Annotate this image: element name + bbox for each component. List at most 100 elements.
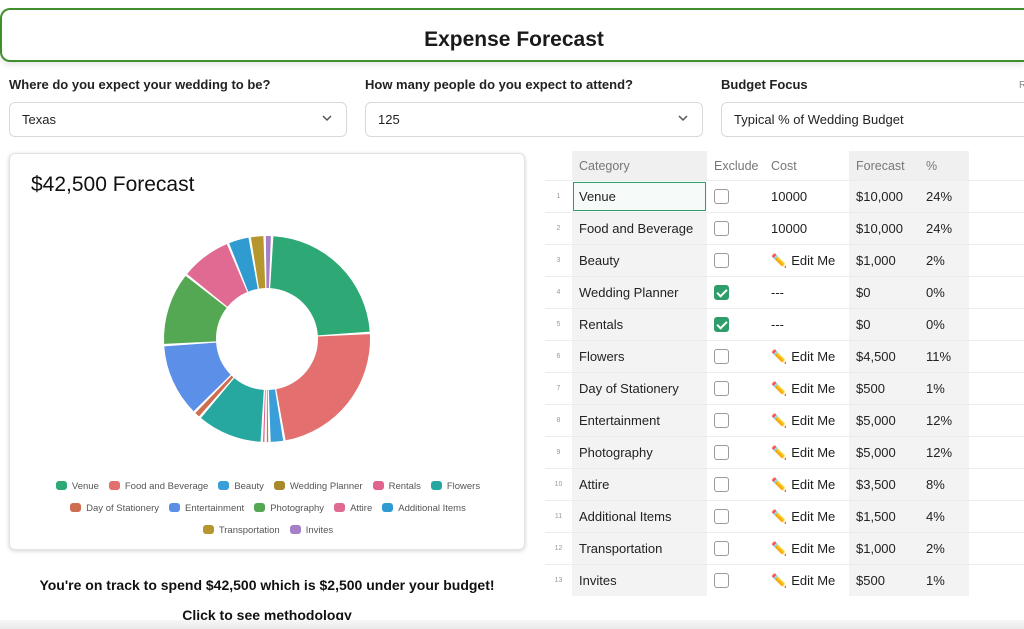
location-select[interactable]: Texas xyxy=(9,102,347,137)
exclude-checkbox[interactable] xyxy=(714,349,729,364)
cost-cell[interactable]: ✏️ Edit Me xyxy=(764,245,849,276)
cost-cell[interactable]: ✏️ Edit Me xyxy=(764,341,849,372)
legend-item[interactable]: Venue xyxy=(55,476,99,498)
exclude-cell xyxy=(707,405,764,436)
percent-cell: 11% xyxy=(919,341,969,372)
exclude-checkbox[interactable] xyxy=(714,285,729,300)
donut-slice-flowers[interactable] xyxy=(200,378,264,442)
category-cell[interactable]: Rentals xyxy=(572,309,707,340)
attendance-select[interactable]: 125 xyxy=(365,102,703,137)
pencil-icon: ✏️ xyxy=(771,380,788,396)
exclude-cell xyxy=(707,373,764,404)
cost-cell[interactable]: --- xyxy=(771,317,784,332)
legend-label: Entertainment xyxy=(185,503,245,514)
cost-cell[interactable]: ✏️ Edit Me xyxy=(764,405,849,436)
legend-item[interactable]: Entertainment xyxy=(169,498,244,520)
percent-cell: 0% xyxy=(919,277,969,308)
legend-item[interactable]: Food and Beverage xyxy=(108,476,208,498)
cost-cell[interactable]: ✏️ Edit Me xyxy=(764,565,849,596)
legend-item[interactable]: Transportation xyxy=(202,520,280,542)
category-cell[interactable]: Additional Items xyxy=(572,501,707,532)
exclude-checkbox[interactable] xyxy=(714,573,729,588)
exclude-cell xyxy=(707,245,764,276)
category-cell[interactable]: Flowers xyxy=(572,341,707,372)
category-cell[interactable]: Wedding Planner xyxy=(572,277,707,308)
legend-item[interactable]: Flowers xyxy=(430,476,480,498)
exclude-checkbox[interactable] xyxy=(714,413,729,428)
percent-cell: 1% xyxy=(919,373,969,404)
donut-slice-entertainment[interactable] xyxy=(164,342,231,412)
legend-label: Rentals xyxy=(388,481,421,492)
legend-item[interactable]: Invites xyxy=(289,520,334,542)
category-cell[interactable]: Photography xyxy=(572,437,707,468)
row-number: 9 xyxy=(556,449,561,456)
percent-cell: 8% xyxy=(919,469,969,500)
donut-slice-wedding-planner[interactable] xyxy=(266,389,269,442)
cost-cell[interactable]: --- xyxy=(771,285,784,300)
legend-label: Invites xyxy=(305,525,334,536)
row-number: 13 xyxy=(554,577,563,584)
exclude-checkbox[interactable] xyxy=(714,445,729,460)
donut-slice-additional-items[interactable] xyxy=(229,237,258,292)
cost-cell[interactable]: ✏️ Edit Me xyxy=(764,533,849,564)
percent-column-header[interactable]: % xyxy=(919,151,969,180)
donut-slice-day-of-stationery[interactable] xyxy=(195,375,234,417)
exclude-cell xyxy=(707,341,764,372)
category-cell[interactable]: Food and Beverage xyxy=(572,213,707,244)
forecast-cell: $500 xyxy=(849,373,919,404)
donut-slice-food-and-beverage[interactable] xyxy=(276,334,370,441)
location-question-label: Where do you expect your wedding to be? xyxy=(9,77,271,92)
cost-cell[interactable]: ✏️ Edit Me xyxy=(764,373,849,404)
cost-cell[interactable]: ✏️ Edit Me xyxy=(764,469,849,500)
category-cell[interactable]: Venue xyxy=(572,181,707,212)
exclude-checkbox[interactable] xyxy=(714,477,729,492)
exclude-checkbox[interactable] xyxy=(714,541,729,556)
exclude-checkbox[interactable] xyxy=(714,189,729,204)
donut-slice-venue[interactable] xyxy=(270,236,370,336)
donut-slice-transportation[interactable] xyxy=(250,236,266,289)
category-column-header[interactable]: Category xyxy=(572,151,707,180)
donut-slice-beauty[interactable] xyxy=(268,389,284,442)
cost-cell[interactable]: ✏️ Edit Me xyxy=(764,501,849,532)
legend-item[interactable]: Rentals xyxy=(372,476,421,498)
category-cell[interactable]: Day of Stationery xyxy=(572,373,707,404)
budget-focus-select[interactable]: Typical % of Wedding Budget xyxy=(721,102,1024,137)
exclude-checkbox[interactable] xyxy=(714,317,729,332)
cost-cell[interactable]: 10000 xyxy=(771,221,808,236)
exclude-checkbox[interactable] xyxy=(714,253,729,268)
legend-item[interactable]: Beauty xyxy=(218,476,264,498)
donut-slice-rentals[interactable] xyxy=(263,389,266,442)
methodology-link[interactable]: Click to see methodology xyxy=(182,607,352,623)
forecast-column-header[interactable]: Forecast xyxy=(849,151,919,180)
legend-label: Wedding Planner xyxy=(289,481,363,492)
donut-slice-invites[interactable] xyxy=(265,236,271,289)
category-cell[interactable]: Entertainment xyxy=(572,405,707,436)
legend-item[interactable]: Wedding Planner xyxy=(273,476,363,498)
exclude-column-header[interactable]: Exclude xyxy=(714,158,759,173)
legend-swatch xyxy=(334,503,346,512)
legend-item[interactable]: Photography xyxy=(254,498,324,520)
legend-row: Transportation Invites xyxy=(20,520,516,542)
edit-me-label: Edit Me xyxy=(791,509,836,524)
exclude-checkbox[interactable] xyxy=(714,221,729,236)
table-row: 8 Entertainment ✏️ Edit Me $5,000 12% xyxy=(545,404,1024,436)
table-row: 13 Invites ✏️ Edit Me $500 1% xyxy=(545,564,1024,596)
edit-me-label: Edit Me xyxy=(791,381,836,396)
category-cell[interactable]: Transportation xyxy=(572,533,707,564)
legend-item[interactable]: Day of Stationery xyxy=(70,498,159,520)
donut-slice-photography[interactable] xyxy=(164,275,227,344)
category-cell[interactable]: Invites xyxy=(572,565,707,596)
exclude-cell xyxy=(707,309,764,340)
legend-item[interactable]: Additional Items xyxy=(382,498,466,520)
cost-column-header[interactable]: Cost xyxy=(771,158,797,173)
category-cell[interactable]: Attire xyxy=(572,469,707,500)
category-cell[interactable]: Beauty xyxy=(572,245,707,276)
cost-cell[interactable]: ✏️ Edit Me xyxy=(764,437,849,468)
percent-cell: 1% xyxy=(919,565,969,596)
row-number-header xyxy=(545,151,572,180)
legend-item[interactable]: Attire xyxy=(334,498,372,520)
exclude-checkbox[interactable] xyxy=(714,381,729,396)
cost-cell[interactable]: 10000 xyxy=(771,189,808,204)
donut-slice-attire[interactable] xyxy=(187,244,248,307)
exclude-checkbox[interactable] xyxy=(714,509,729,524)
